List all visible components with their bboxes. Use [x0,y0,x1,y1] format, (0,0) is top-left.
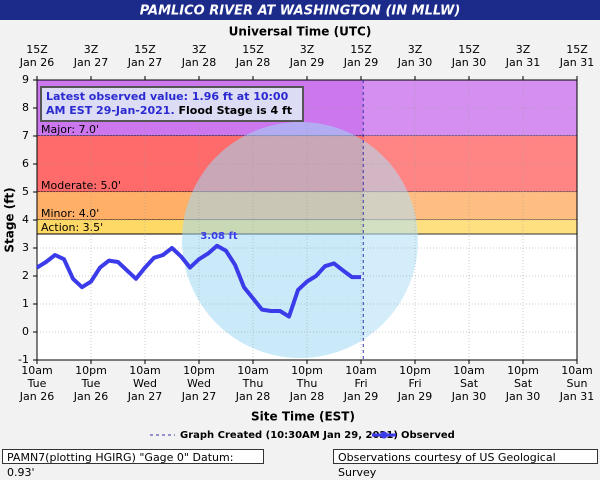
y-tick-label: 8 [22,101,29,114]
y-tick-label: 7 [22,129,29,142]
chart-title: PAMLICO RIVER AT WASHINGTON (IN MLLW) [140,4,461,19]
y-tick-label: 9 [22,73,29,86]
flood-label: Minor: 4.0' [41,207,99,220]
flood-label: Moderate: 5.0' [41,179,121,192]
observed-line [35,243,361,319]
flood-label: Major: 7.0' [41,123,99,136]
x2-tick-label: 3Z Jan 28 [181,43,216,69]
flood-label: Action: 3.5' [41,221,103,234]
legend-label: Observed [401,430,455,441]
x-tick-label: 10pm Tue Jan 26 [73,364,108,403]
x-axis-title: Site Time (EST) [251,410,355,424]
latest-value: Latest observed value: 1.96 ft at 10:00 … [46,90,289,117]
x2-tick-label: 15Z Jan 27 [127,43,162,69]
x2-axis-title: Universal Time (UTC) [229,25,372,39]
legend-created-label: Graph Created (10:30AM Jan 29, 2021) [180,430,398,441]
x-tick-label: 10pm Fri Jan 29 [397,364,432,403]
legend-swatch-dot [380,431,388,439]
x-tick-label: 10am Thu Jan 28 [235,364,270,403]
x2-tick-label: 15Z Jan 30 [451,43,486,69]
plot-frame [36,79,578,361]
x2-tick-label: 3Z Jan 30 [397,43,432,69]
x-tick-label: 10am Tue Jan 26 [19,364,54,403]
y-axis-title: Stage (ft) [3,187,17,252]
y-tick-label: 2 [22,269,29,282]
x2-tick-label: 3Z Jan 31 [505,43,540,69]
x2-tick-label: 3Z Jan 27 [73,43,108,69]
watermark [182,122,418,358]
peak-label: 3.08 ft [200,231,238,242]
x-tick-label: 10am Sun Jan 31 [559,364,594,403]
x2-tick-label: 15Z Jan 29 [343,43,378,69]
x2-tick-label: 15Z Jan 31 [559,43,594,69]
y-tick-label: 6 [22,157,29,170]
title-bar [0,0,600,20]
source-note: Observations courtesy of US Geological S… [333,449,598,479]
x2-tick-label: 15Z Jan 26 [19,43,54,69]
x-tick-label: 10am Sat Jan 30 [451,364,486,403]
x-tick-label: 10am Fri Jan 29 [343,364,378,403]
x-tick-label: 10pm Thu Jan 28 [289,364,324,403]
y-tick-label: 0 [22,325,29,338]
x-tick-label: 10pm Wed Jan 27 [181,364,216,403]
flood-stage: Flood Stage is 4 ft [178,104,293,117]
y-tick-label: 5 [22,185,29,198]
datum-note: PAMN7(plotting HGIRG) "Gage 0" Datum: 0.… [2,449,264,479]
x2-tick-label: 3Z Jan 29 [289,43,324,69]
x2-tick-label: 15Z Jan 28 [235,43,270,69]
y-tick-label: 3 [22,241,29,254]
chart: PAMLICO RIVER AT WASHINGTON (IN MLLW) Un… [0,0,600,441]
y-tick-label: 4 [22,213,29,226]
x-tick-label: 10am Wed Jan 27 [127,364,162,403]
y-tick-label: -1 [18,353,29,366]
latest-value-box: Latest observed value: 1.96 ft at 10:00 … [40,86,304,122]
y-tick-label: 1 [22,297,29,310]
x-tick-label: 10pm Sat Jan 30 [505,364,540,403]
